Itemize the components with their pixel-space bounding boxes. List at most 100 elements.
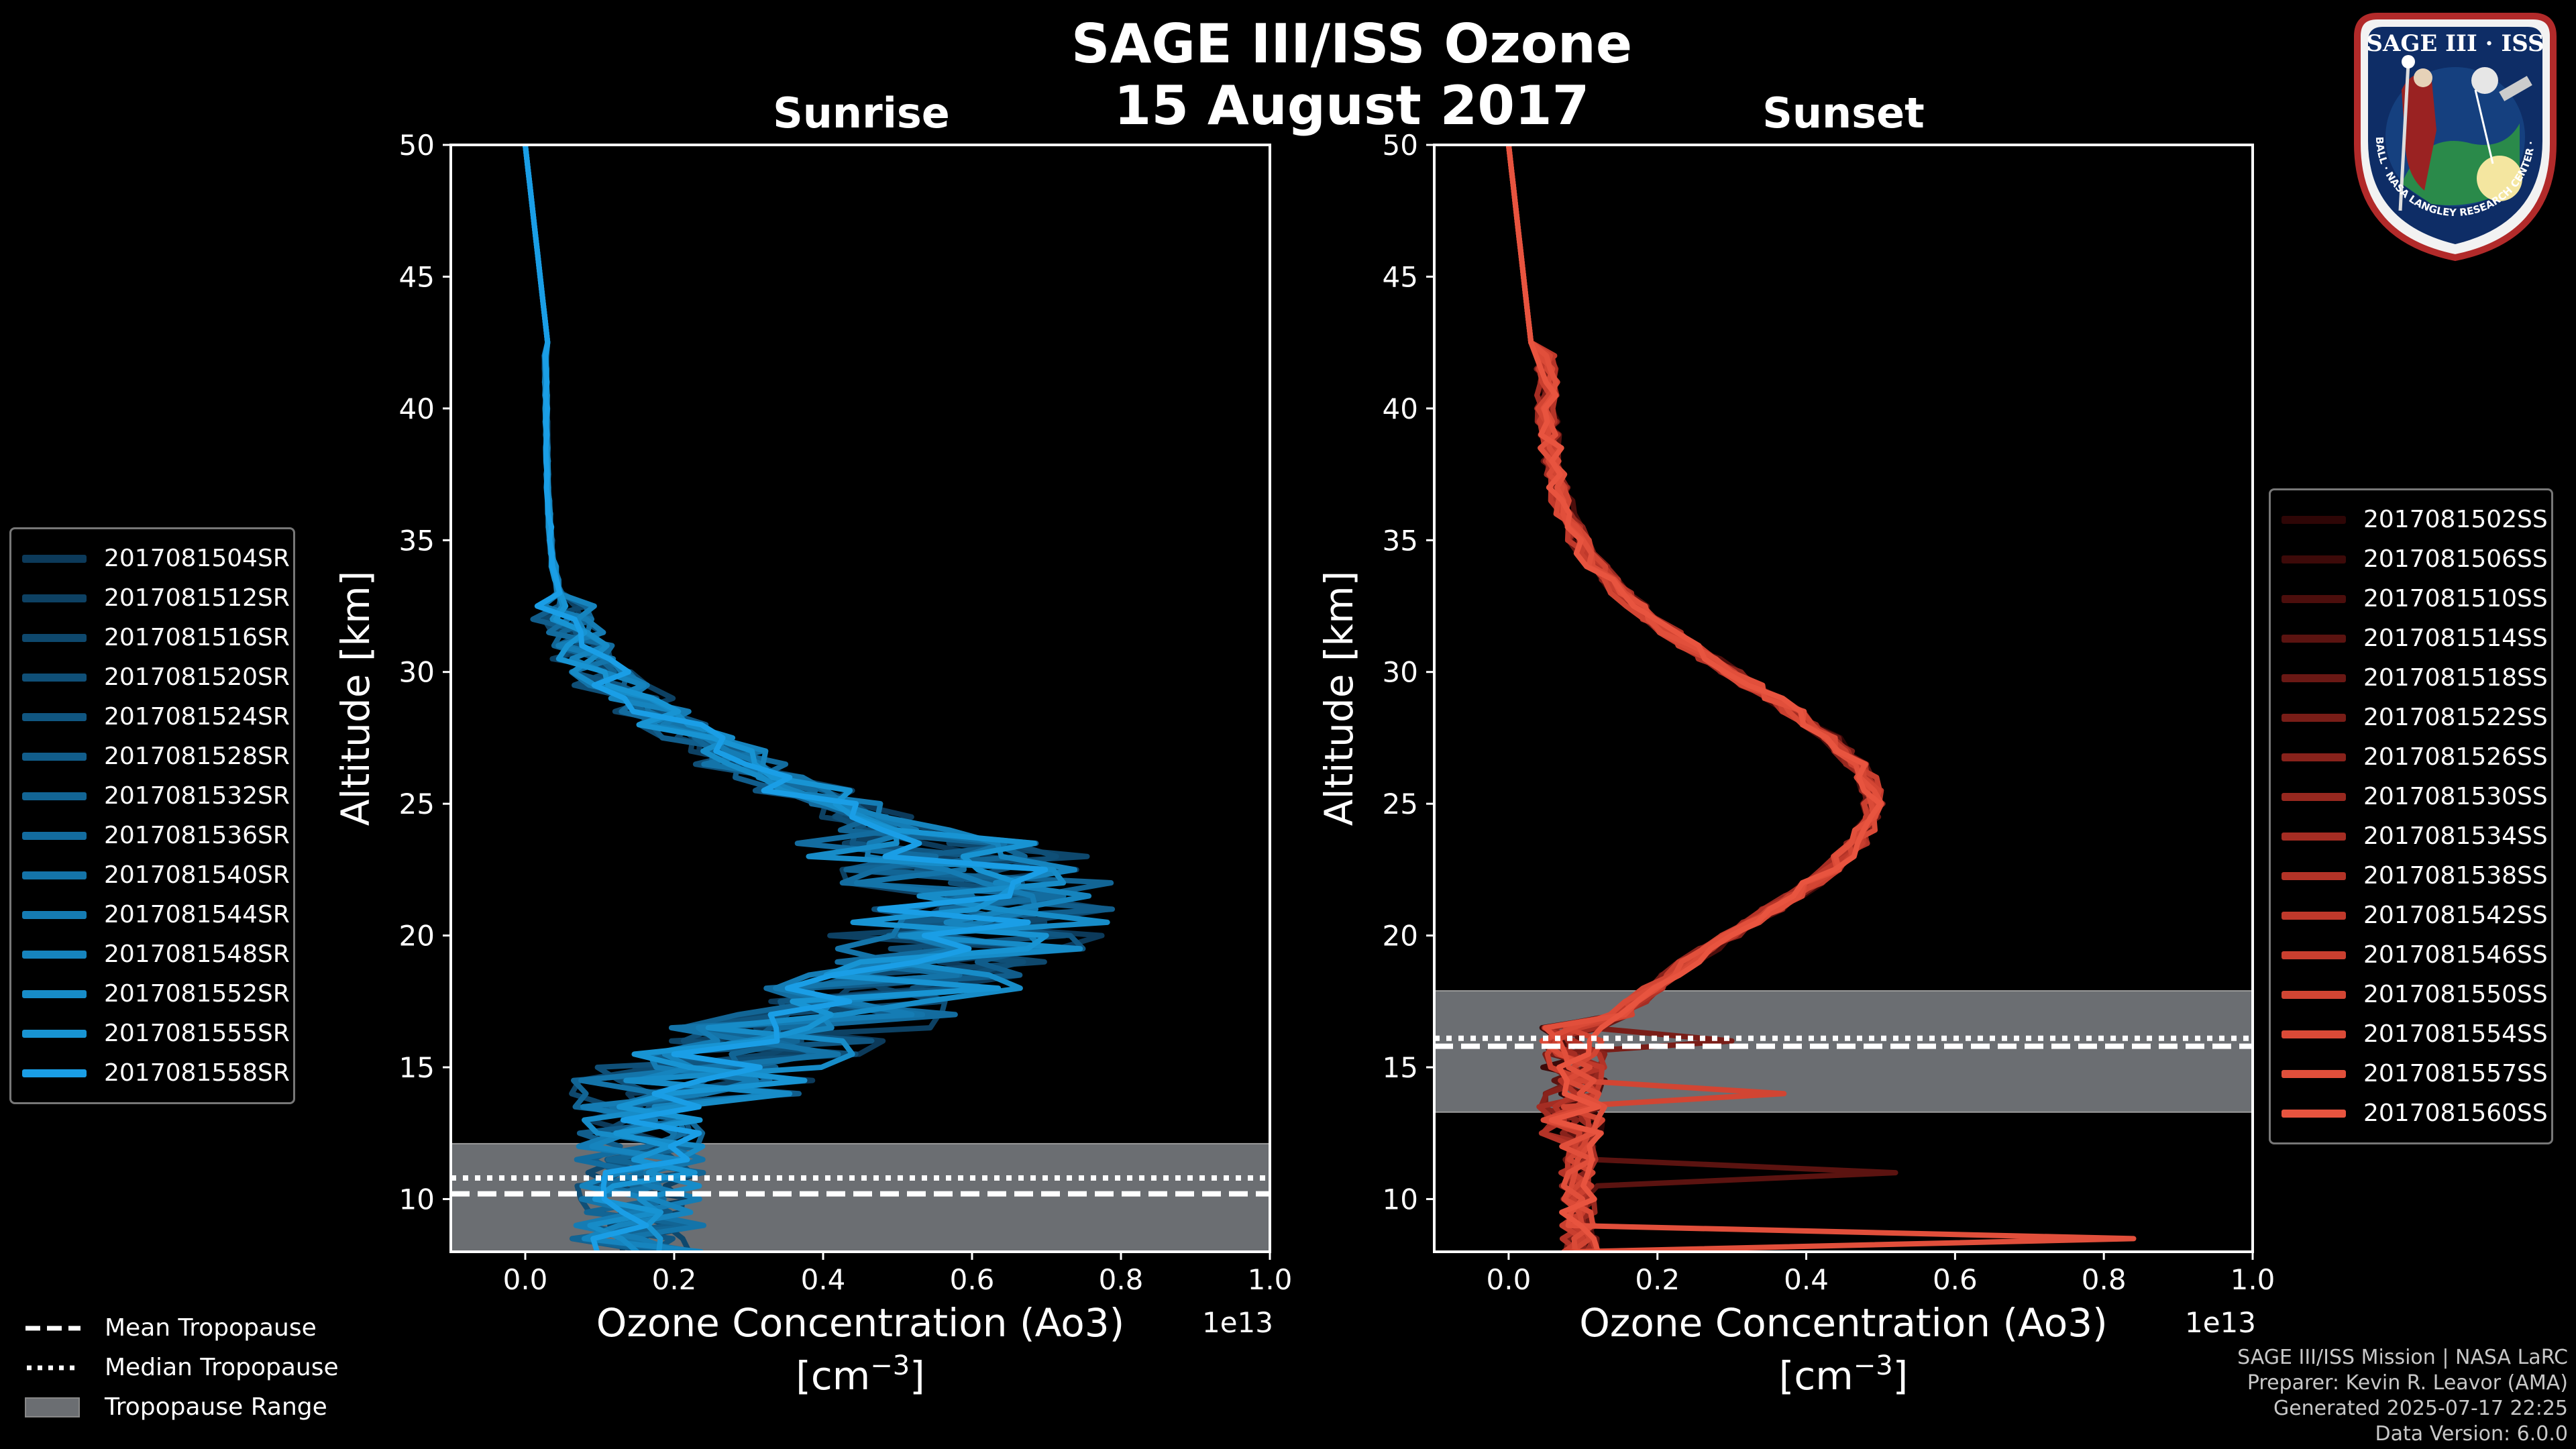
legend-label: 2017081524SR <box>104 703 290 731</box>
legend-label: 2017081506SS <box>2363 545 2548 573</box>
x-axis-units: [cm−3] <box>796 1350 925 1399</box>
legend-swatch <box>2282 832 2346 841</box>
legend-swatch <box>22 989 87 998</box>
y-tick-label: 10 <box>1383 1183 1418 1216</box>
legend-item: 2017081558SR <box>22 1053 290 1093</box>
legend-label: 2017081502SS <box>2363 506 2548 533</box>
trop-legend-label: Mean Tropopause <box>105 1314 317 1342</box>
x-tick-label: 0.8 <box>2082 1263 2127 1296</box>
trop-legend-median: Median Tropopause <box>24 1348 339 1387</box>
x-axis-label: Ozone Concentration (Ao3) <box>1579 1300 2108 1346</box>
y-tick-label: 30 <box>399 656 435 689</box>
x-tick-label: 1.0 <box>1248 1263 1293 1296</box>
legend-item: 2017081504SR <box>22 539 290 578</box>
legend-label: 2017081540SR <box>104 861 290 889</box>
legend-item: 2017081506SS <box>2282 539 2548 579</box>
legend-label: 2017081532SR <box>104 782 290 810</box>
x-tick-label: 0.6 <box>950 1263 995 1296</box>
legend-label: 2017081557SS <box>2363 1060 2548 1087</box>
legend-swatch <box>2282 753 2346 761</box>
legend-item: 2017081544SR <box>22 895 290 934</box>
x-tick-label: 0.4 <box>1784 1263 1829 1296</box>
legend-label: 2017081522SS <box>2363 704 2548 731</box>
x-tick-label: 0.0 <box>503 1263 548 1296</box>
title-line-1: SAGE III/ISS Ozone <box>1071 13 1633 75</box>
legend-item: 2017081514SS <box>2282 619 2548 658</box>
trop-legend-range: Tropopause Range <box>24 1387 339 1427</box>
legend-swatch <box>2282 594 2346 603</box>
legend-label: 2017081518SS <box>2363 664 2548 692</box>
legend-label: 2017081555SR <box>104 1020 290 1047</box>
legend-item: 2017081538SS <box>2282 856 2548 896</box>
legend-label: 2017081510SS <box>2363 585 2548 612</box>
credit-line: SAGE III/ISS Mission | NASA LaRC <box>2237 1346 2568 1369</box>
profile-line <box>523 145 1049 1252</box>
legend-item: 2017081546SS <box>2282 935 2548 975</box>
axes-frame <box>1433 144 2254 1253</box>
x-axis-label: Ozone Concentration (Ao3) <box>596 1300 1125 1346</box>
legend-label: 2017081534SS <box>2363 822 2548 850</box>
y-tick-label: 45 <box>399 260 435 293</box>
legend-swatch <box>22 554 87 563</box>
legend-item: 2017081524SR <box>22 697 290 737</box>
sunset-legend: 2017081502SS 2017081506SS 2017081510SS 2017… <box>2269 488 2553 1144</box>
credits: SAGE III/ISS Mission | NASA LaRC Prepare… <box>2237 1345 2568 1447</box>
legend-swatch <box>22 673 87 682</box>
legend-item: 2017081555SR <box>22 1014 290 1053</box>
legend-label: 2017081560SS <box>2363 1099 2548 1127</box>
legend-swatch <box>2282 713 2346 722</box>
legend-swatch <box>22 594 87 602</box>
x-tick-label: 1.0 <box>2231 1263 2275 1296</box>
title-line-2: 15 August 2017 <box>1114 74 1590 137</box>
legend-swatch <box>22 792 87 800</box>
legend-swatch <box>22 831 87 840</box>
y-tick-label: 20 <box>1383 920 1418 953</box>
legend-swatch <box>2282 555 2346 564</box>
legend-label: 2017081554SS <box>2363 1020 2548 1048</box>
y-tick-label: 25 <box>1383 788 1418 820</box>
legend-item: 2017081552SR <box>22 974 290 1014</box>
trop-legend-mean: Mean Tropopause <box>24 1308 339 1348</box>
legend-swatch <box>22 633 87 642</box>
x-tick-label: 0.0 <box>1487 1263 1532 1296</box>
legend-label: 2017081516SR <box>104 624 290 651</box>
legend-item: 2017081530SS <box>2282 777 2548 816</box>
legend-item: 2017081540SR <box>22 855 290 895</box>
axes-frame <box>449 144 1271 1253</box>
legend-label: 2017081512SR <box>104 584 290 612</box>
legend-label: 2017081542SS <box>2363 902 2548 929</box>
legend-swatch <box>2282 1030 2346 1038</box>
x-tick-label: 0.8 <box>1099 1263 1144 1296</box>
legend-item: 2017081510SS <box>2282 579 2548 619</box>
sunrise-chart: 0.0 0.2 0.4 0.6 0.8 1.0 10 15 20 25 30 35 40 45 50 1e13… <box>333 129 1292 1399</box>
legend-item: 2017081542SS <box>2282 896 2548 935</box>
credit-line: Generated 2025-07-17 22:25 <box>2273 1397 2568 1420</box>
legend-item: 2017081536SR <box>22 816 290 855</box>
legend-label: 2017081526SS <box>2363 743 2548 771</box>
y-tick-label: 45 <box>1383 260 1418 293</box>
x-offset-label: 1e13 <box>2185 1306 2256 1339</box>
legend-swatch <box>2282 674 2346 682</box>
legend-item: 2017081534SS <box>2282 816 2548 856</box>
legend-item: 2017081512SR <box>22 578 290 618</box>
legend-swatch <box>22 752 87 761</box>
x-tick-label: 0.6 <box>1933 1263 1978 1296</box>
main-title: SAGE III/ISS Ozone 15 August 2017 <box>979 13 1724 137</box>
credit-line: Preparer: Kevin R. Leavor (AMA) <box>2247 1371 2568 1395</box>
legend-swatch <box>22 712 87 721</box>
legend-swatch <box>22 1029 87 1038</box>
y-tick-label: 10 <box>399 1183 435 1216</box>
band-swatch <box>25 1397 80 1417</box>
trop-legend-label: Tropopause Range <box>105 1393 327 1421</box>
credit-line: Data Version: 6.0.0 <box>2375 1422 2568 1446</box>
sunset-panel-title: Sunset <box>1762 89 1925 138</box>
y-tick-label: 30 <box>1383 656 1418 689</box>
legend-swatch <box>2282 911 2346 920</box>
y-tick-label: 40 <box>1383 392 1418 425</box>
legend-item: 2017081526SS <box>2282 737 2548 777</box>
y-axis-label: Altitude [km] <box>333 571 378 826</box>
sunset-chart: 0.0 0.2 0.4 0.6 0.8 1.0 10 15 20 25 30 35 40 45 50 1e13… <box>1316 129 2275 1399</box>
legend-label: 2017081514SS <box>2363 625 2548 652</box>
legend-item: 2017081554SS <box>2282 1014 2548 1054</box>
legend-item: 2017081550SS <box>2282 975 2548 1014</box>
